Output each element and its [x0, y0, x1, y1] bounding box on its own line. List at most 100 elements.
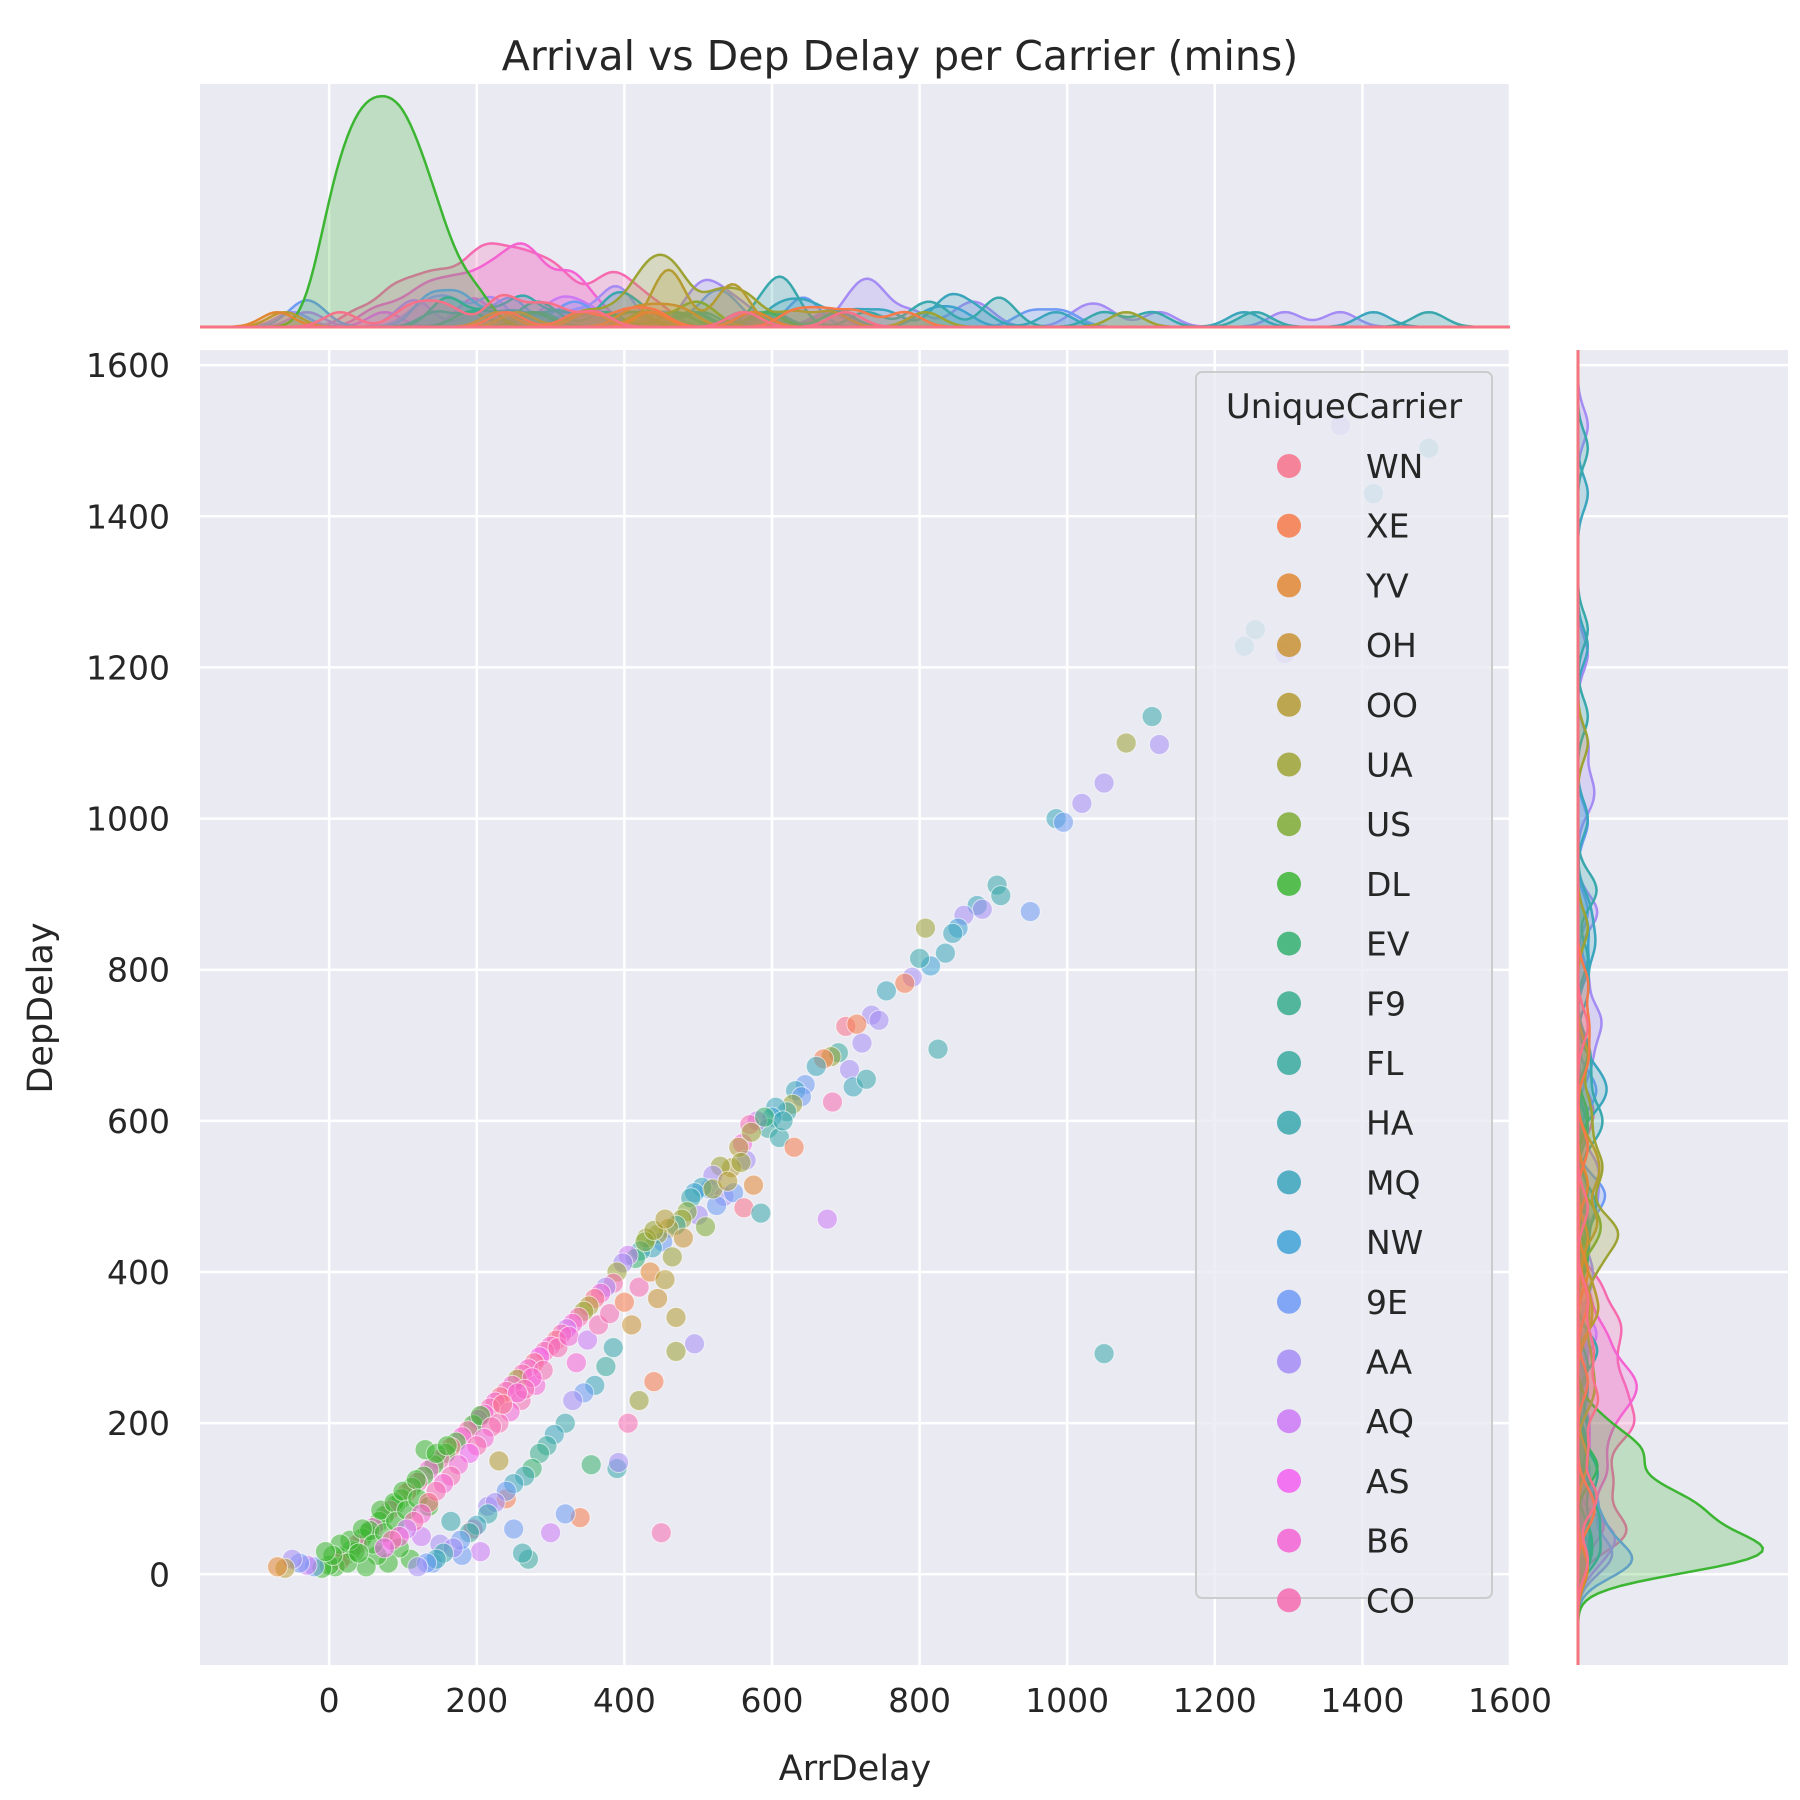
scatter-point-aq: [470, 1541, 491, 1563]
x-tick-label: 1000: [1025, 1681, 1109, 1720]
y-tick-label: 600: [107, 1102, 170, 1141]
scatter-point-oo: [488, 1450, 510, 1472]
scatter-point-ha: [909, 947, 931, 969]
scatter-point-ha: [1093, 1343, 1115, 1365]
legend-marker-oh: [1277, 633, 1301, 658]
scatter-point-xe: [846, 1013, 868, 1035]
scatter-point-9e: [1019, 901, 1041, 922]
legend-marker-b6: [1277, 1528, 1301, 1553]
legend-marker-yv: [1277, 573, 1301, 598]
legend-marker-mq: [1277, 1170, 1301, 1195]
legend-label-nw: NW: [1366, 1223, 1423, 1262]
scatter-point-co: [822, 1091, 843, 1113]
scatter-point-co: [628, 1276, 650, 1298]
scatter-point-ev: [754, 1106, 776, 1128]
legend-title: UniqueCarrier: [1226, 387, 1462, 427]
scatter-point-dl: [351, 1518, 373, 1540]
scatter-point-us: [695, 1216, 716, 1238]
scatter-point-xe: [613, 1291, 635, 1313]
scatter-point-dl: [315, 1541, 336, 1563]
legend-label-dl: DL: [1366, 865, 1410, 904]
top-kde-aa: [200, 277, 1510, 329]
legend-marker-oo: [1277, 692, 1301, 717]
legend-label-aq: AQ: [1366, 1402, 1414, 1441]
top-kde-wn: [200, 293, 1510, 329]
scatter-point-yv: [267, 1556, 288, 1578]
scatter-point-ha: [440, 1510, 462, 1532]
scatter-point-dl: [405, 1469, 427, 1491]
scatter-point-b6: [565, 1352, 587, 1374]
scatter-point-mq: [942, 922, 964, 944]
scatter-point-xe: [783, 1136, 805, 1158]
legend-marker-us: [1277, 812, 1301, 837]
legend-label-wn: WN: [1366, 447, 1423, 486]
scatter-point-9e: [503, 1518, 525, 1540]
scatter-point-oo: [665, 1306, 687, 1328]
scatter-point-dl: [348, 1542, 370, 1564]
scatter-point-ua: [730, 1151, 752, 1173]
x-tick-label: 400: [593, 1681, 656, 1720]
scatter-point-ua: [661, 1246, 683, 1268]
scatter-point-ha: [512, 1542, 533, 1564]
scatter-point-oo: [654, 1269, 676, 1291]
y-axis-ticks: 0 200 400 600 800 1000 1200 1400 1600: [86, 346, 170, 1594]
legend-label-yv: YV: [1365, 566, 1409, 605]
y-tick-label: 1200: [86, 648, 170, 687]
y-tick-label: 800: [107, 951, 170, 990]
legend-marker-xe: [1277, 513, 1301, 538]
scatter-point-aa: [407, 1556, 429, 1578]
scatter-point-mq: [875, 980, 897, 1002]
top-marginal-grid: [327, 84, 1512, 327]
scatter-point-mq: [934, 942, 956, 964]
scatter-point-ua: [740, 1121, 762, 1143]
scatter-point-fl: [595, 1356, 617, 1377]
legend-label-as: AS: [1366, 1462, 1410, 1501]
scatter-point-ha: [1141, 706, 1163, 727]
legend-marker-ha: [1277, 1110, 1301, 1135]
scatter-point-aa: [851, 1032, 873, 1054]
y-tick-label: 1400: [86, 497, 170, 536]
scatter-point-oh: [647, 1288, 669, 1309]
scatter-point-ha: [772, 1110, 794, 1132]
right-kde-wn: [1576, 350, 1600, 1665]
scatter-point-ev: [580, 1454, 602, 1476]
x-tick-label: 200: [445, 1681, 508, 1720]
legend-marker-as: [1277, 1468, 1301, 1493]
y-tick-label: 400: [107, 1253, 170, 1292]
legend-label-ha: HA: [1366, 1104, 1414, 1143]
legend-marker-aq: [1277, 1409, 1301, 1434]
y-tick-label: 200: [107, 1404, 170, 1443]
y-axis-label: DepDelay: [21, 922, 61, 1093]
scatter-point-9e: [554, 1503, 576, 1525]
legend-marker-ua: [1277, 752, 1301, 777]
scatter-point-aa: [608, 1452, 629, 1473]
scatter-point-mq: [805, 1055, 827, 1077]
scatter-point-ha: [855, 1068, 877, 1090]
legend-label-9e: 9E: [1366, 1283, 1408, 1322]
scatter-point-oh: [672, 1227, 694, 1249]
legend-label-co: CO: [1366, 1581, 1415, 1620]
scatter-point-aq: [577, 1329, 598, 1351]
legend: UniqueCarrier WN XE YV OH OO UA US DL EV F9 FL HA MQ…: [1195, 371, 1493, 1620]
y-tick-label: 0: [149, 1555, 170, 1594]
legend-marker-f9: [1277, 991, 1301, 1016]
scatter-point-oo: [654, 1208, 676, 1230]
x-tick-label: 600: [740, 1681, 803, 1720]
scatter-point-aq: [540, 1522, 562, 1544]
scatter-point-oo: [717, 1170, 739, 1192]
scatter-point-yv: [743, 1174, 764, 1196]
scatter-point-aa: [1093, 772, 1115, 794]
legend-box: [1195, 371, 1493, 1599]
scatter-point-oh: [621, 1314, 643, 1336]
x-tick-label: 1200: [1173, 1681, 1257, 1720]
scatter-point-ha: [990, 885, 1012, 907]
scatter-point-9e: [1053, 811, 1074, 833]
right-marginal-panel: [1578, 350, 1788, 1665]
legend-items: WN XE YV OH OO UA US DL EV F9 FL HA MQ NW 9E AA AQ AS B6 CO: [1277, 447, 1423, 1620]
scatter-points: [267, 415, 1440, 1579]
scatter-point-b6: [558, 1325, 580, 1347]
scatter-point-as: [374, 1537, 395, 1559]
legend-marker-wn: [1277, 454, 1301, 478]
scatter-point-aa: [971, 898, 993, 920]
